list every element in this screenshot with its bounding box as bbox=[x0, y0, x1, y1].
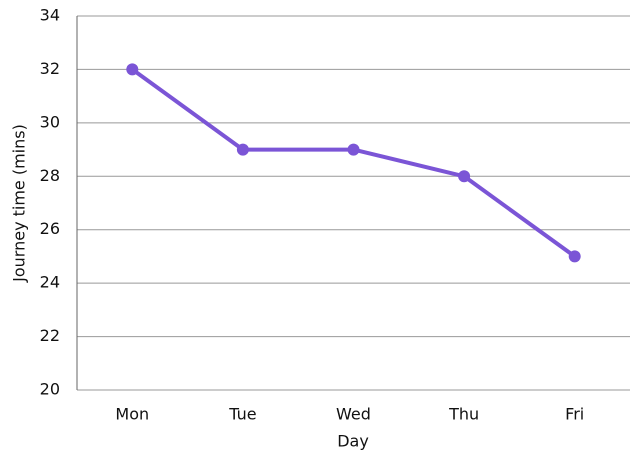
x-tick-label: Mon bbox=[115, 405, 149, 424]
y-tick-label: 24 bbox=[40, 273, 60, 292]
y-tick-label: 26 bbox=[40, 219, 60, 238]
y-tick-label: 34 bbox=[40, 6, 60, 25]
line bbox=[131, 67, 576, 259]
point bbox=[236, 143, 249, 156]
y-tick-label: 30 bbox=[40, 112, 60, 131]
y-tick-label: 22 bbox=[40, 326, 60, 345]
y-tick-label: 32 bbox=[40, 59, 60, 78]
y-axis-label: Journey time (mins) bbox=[10, 124, 29, 283]
x-tick-label: Fri bbox=[565, 405, 584, 424]
x-tick-label: Wed bbox=[336, 405, 371, 424]
point bbox=[568, 250, 581, 263]
x-axis-label: Day bbox=[337, 432, 369, 451]
x-tick-label: Thu bbox=[448, 405, 479, 424]
y-tick-label: 28 bbox=[40, 166, 60, 185]
y-tick-label: 20 bbox=[40, 380, 60, 399]
x-tick-label: Tue bbox=[228, 405, 256, 424]
point bbox=[347, 143, 360, 156]
point bbox=[126, 63, 139, 76]
point bbox=[458, 170, 471, 183]
